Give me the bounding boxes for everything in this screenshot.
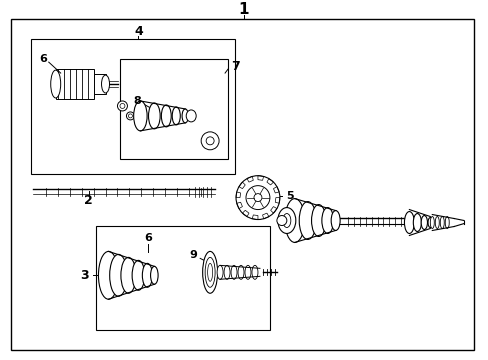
Ellipse shape [321,208,333,234]
Polygon shape [252,215,258,220]
Ellipse shape [202,251,217,293]
Bar [56,69,93,99]
Ellipse shape [120,103,125,108]
Ellipse shape [224,265,229,279]
Ellipse shape [299,202,316,239]
Ellipse shape [148,103,160,129]
Polygon shape [262,213,268,219]
Text: 3: 3 [80,269,89,282]
Ellipse shape [150,266,158,284]
Circle shape [206,137,214,145]
Ellipse shape [132,260,144,290]
Polygon shape [236,192,240,198]
Ellipse shape [251,265,258,279]
Text: 2: 2 [84,194,93,207]
Ellipse shape [117,101,127,111]
Ellipse shape [205,257,215,287]
Ellipse shape [51,70,61,98]
Polygon shape [266,179,273,185]
Polygon shape [236,202,242,208]
Text: 9: 9 [189,251,197,260]
Ellipse shape [207,264,212,281]
Ellipse shape [285,199,304,242]
Ellipse shape [217,265,223,279]
Text: 4: 4 [134,25,142,38]
Ellipse shape [230,265,237,279]
Polygon shape [246,176,253,182]
Text: 6: 6 [144,233,152,243]
Bar [93,74,105,94]
Ellipse shape [412,213,421,231]
Polygon shape [120,59,227,159]
Ellipse shape [277,208,295,234]
Polygon shape [242,210,248,217]
Ellipse shape [161,105,171,127]
Ellipse shape [404,212,413,234]
Ellipse shape [429,216,433,229]
Ellipse shape [109,255,127,296]
Polygon shape [258,176,263,180]
Ellipse shape [330,211,340,230]
Circle shape [276,216,286,225]
Ellipse shape [439,216,443,229]
Ellipse shape [133,101,147,131]
Bar [31,39,235,174]
Ellipse shape [102,75,109,93]
Ellipse shape [98,251,118,299]
Text: 6: 6 [39,54,46,64]
Circle shape [253,194,262,202]
Ellipse shape [282,213,290,228]
Ellipse shape [142,264,152,287]
Ellipse shape [311,204,325,237]
Polygon shape [273,186,279,193]
Text: 5: 5 [285,190,293,201]
Ellipse shape [420,216,427,229]
Circle shape [245,186,269,210]
Polygon shape [239,182,245,189]
Ellipse shape [427,217,432,228]
Ellipse shape [434,216,438,229]
Ellipse shape [172,107,180,125]
Polygon shape [270,207,276,213]
Ellipse shape [126,112,134,120]
Polygon shape [275,198,279,203]
Ellipse shape [128,114,132,118]
Text: 7: 7 [230,60,239,73]
Ellipse shape [238,265,244,279]
Circle shape [201,132,219,150]
Ellipse shape [244,265,250,279]
Ellipse shape [445,216,448,229]
Ellipse shape [186,110,196,122]
Bar [95,225,269,330]
Text: 1: 1 [238,2,249,17]
Ellipse shape [121,257,136,293]
Text: 8: 8 [133,96,141,106]
Ellipse shape [182,109,188,123]
